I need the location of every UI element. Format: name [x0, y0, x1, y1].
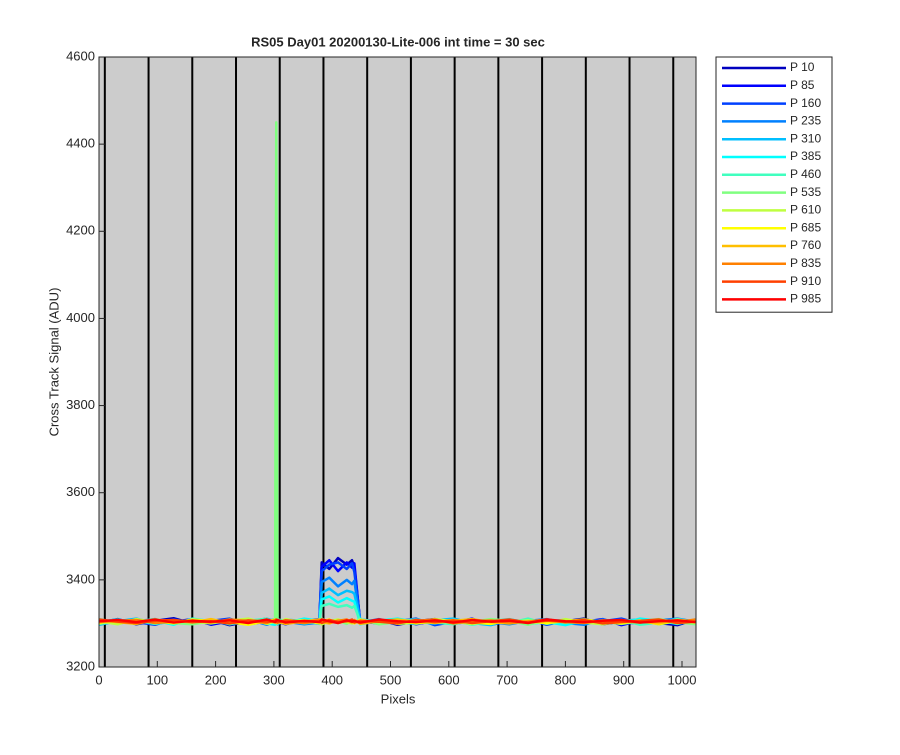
- y-tick-label: 4000: [66, 310, 95, 325]
- legend-label: P 685: [790, 220, 821, 234]
- legend-label: P 760: [790, 238, 821, 252]
- x-tick-label: 700: [496, 672, 518, 687]
- x-tick-label: 900: [613, 672, 635, 687]
- legend-box: [715, 56, 833, 313]
- legend-label: P 85: [790, 78, 815, 92]
- x-tick-label: 100: [146, 672, 168, 687]
- y-tick-label: 3400: [66, 571, 95, 586]
- y-tick-label: 3200: [66, 658, 95, 673]
- legend-label: P 160: [790, 96, 821, 110]
- x-tick-label: 1000: [668, 672, 697, 687]
- legend-label: P 10: [790, 60, 815, 74]
- legend-label: P 610: [790, 203, 821, 217]
- y-tick-label: 4200: [66, 223, 95, 238]
- legend-label: P 460: [790, 167, 821, 181]
- x-tick-label: 200: [205, 672, 227, 687]
- series-line: [98, 618, 696, 625]
- legend-label: P 385: [790, 149, 821, 163]
- legend-label: P 310: [790, 131, 821, 145]
- legend-label: P 985: [790, 292, 821, 306]
- y-tick-label: 4400: [66, 136, 95, 151]
- chart-title: RS05 Day01 20200130-Lite-006 int time = …: [251, 34, 545, 49]
- x-tick-label: 400: [321, 672, 343, 687]
- x-tick-label: 300: [263, 672, 285, 687]
- x-tick-label: 600: [438, 672, 460, 687]
- legend-label: P 235: [790, 114, 821, 128]
- y-tick-label: 3600: [66, 484, 95, 499]
- plot-background: [99, 57, 696, 667]
- y-tick-label: 4600: [66, 48, 95, 63]
- x-tick-label: 500: [380, 672, 402, 687]
- y-tick-label: 3800: [66, 397, 95, 412]
- plot-frame: [98, 56, 697, 668]
- x-tick-label: 800: [555, 672, 577, 687]
- x-tick-label: 0: [95, 672, 102, 687]
- legend-label: P 535: [790, 185, 821, 199]
- legend-label: P 910: [790, 274, 821, 288]
- legend-label: P 835: [790, 256, 821, 270]
- x-axis-label: Pixels: [381, 691, 416, 706]
- y-axis-label: Cross Track Signal (ADU): [46, 288, 61, 437]
